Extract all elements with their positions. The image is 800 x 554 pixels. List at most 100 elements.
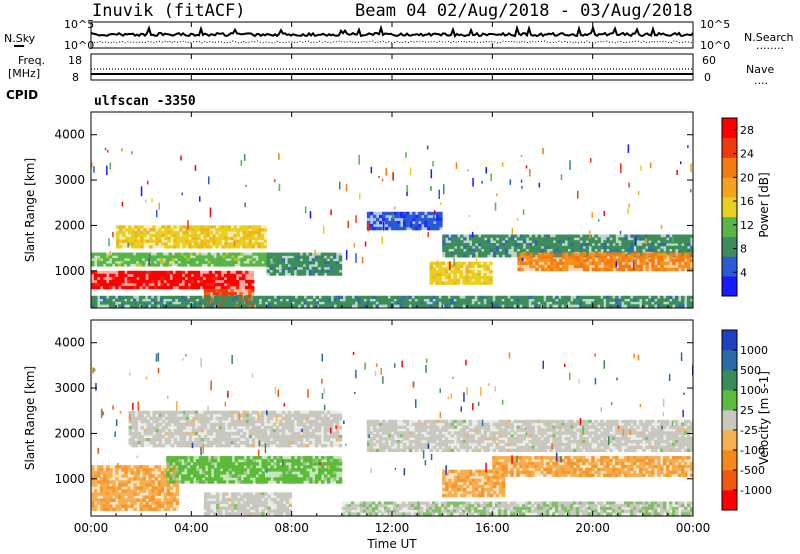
- power-cell: [672, 261, 676, 266]
- power-cell: [206, 301, 211, 305]
- velocity-cell: [242, 413, 247, 418]
- power-cell: [603, 264, 608, 269]
- power-cell: [137, 228, 141, 232]
- power-cell: [109, 301, 113, 305]
- velocity-cell: [100, 498, 104, 502]
- power-cell: [690, 254, 694, 258]
- power-cell: [329, 261, 334, 265]
- power-cell: [248, 298, 252, 302]
- power-cell: [415, 226, 419, 231]
- velocity-cell: [103, 486, 107, 490]
- velocity-cell: [187, 477, 191, 481]
- velocity-cell: [243, 468, 247, 472]
- power-cell: [299, 269, 304, 273]
- power-cell: [239, 228, 243, 232]
- power-cell: [232, 282, 237, 287]
- power-cell: [403, 211, 407, 216]
- power-cell: [263, 228, 267, 232]
- power-cell: [465, 278, 469, 282]
- velocity-cell: [318, 468, 322, 472]
- velocity-cell: [251, 419, 256, 424]
- power-cell: [197, 245, 201, 249]
- power-cell: [471, 261, 475, 265]
- power-cell: [645, 255, 649, 260]
- power-cell: [168, 252, 172, 256]
- power-cell: [402, 298, 406, 302]
- power-cell: [544, 258, 548, 263]
- power-cell: [140, 233, 144, 238]
- power-cell: [166, 273, 170, 278]
- velocity-cell: [219, 477, 224, 481]
- velocity-cell: [106, 486, 110, 490]
- power-cell: [275, 261, 279, 265]
- power-cell: [570, 240, 574, 244]
- velocity-cell: [196, 474, 200, 478]
- power-cell: [149, 239, 153, 243]
- velocity-cell: [142, 498, 146, 502]
- velocity-cell: [224, 434, 229, 439]
- power-cell: [531, 237, 536, 241]
- power-cell: [465, 273, 469, 277]
- power-cell: [309, 301, 313, 305]
- velocity-cell: [236, 431, 241, 436]
- power-cell: [564, 234, 568, 238]
- velocity-cell: [130, 504, 134, 508]
- power-cell: [405, 295, 409, 299]
- velocity-cell: [175, 468, 179, 472]
- power-cell: [189, 298, 194, 302]
- power-cell: [480, 298, 484, 302]
- power-cell: [456, 301, 460, 305]
- power-cell: [501, 237, 506, 241]
- power-cell: [456, 270, 460, 274]
- velocity-cell: [178, 465, 182, 469]
- power-cell: [520, 261, 524, 266]
- velocity-cell: [155, 434, 160, 439]
- velocity-cell: [184, 477, 188, 481]
- power-cell: [190, 279, 194, 284]
- power-cell: [168, 255, 172, 259]
- velocity-cell: [209, 444, 214, 448]
- power-cell: [288, 295, 293, 299]
- power-cell: [423, 304, 427, 308]
- velocity-cell: [312, 468, 316, 472]
- velocity-cell: [269, 425, 274, 430]
- power-cell: [357, 295, 361, 299]
- power-cell: [198, 304, 203, 308]
- power-cell: [675, 295, 679, 299]
- power-cell: [609, 240, 613, 244]
- power-cell: [417, 304, 421, 308]
- power-cell: [609, 295, 613, 299]
- power-cell: [228, 252, 232, 256]
- power-cell: [630, 234, 634, 238]
- velocity-cell: [166, 480, 171, 484]
- power-cell: [266, 261, 270, 265]
- velocity-cell: [154, 498, 158, 502]
- power-cell: [120, 258, 125, 262]
- power-cell: [528, 243, 533, 247]
- velocity-cell: [134, 444, 138, 448]
- power-cell: [447, 281, 451, 285]
- power-cell: [678, 237, 682, 241]
- power-cell: [138, 301, 143, 305]
- power-cell: [329, 252, 334, 256]
- power-cell: [474, 273, 478, 277]
- power-cell: [690, 267, 694, 272]
- power-cell: [213, 298, 218, 302]
- power-cell: [417, 301, 421, 305]
- power-cell: [323, 261, 328, 265]
- power-cell: [438, 281, 442, 285]
- velocity-cell: [315, 462, 319, 466]
- power-cell: [336, 304, 340, 308]
- velocity-cell: [185, 410, 190, 415]
- velocity-cell: [163, 468, 168, 472]
- velocity-cell: [266, 434, 271, 439]
- power-cell: [406, 223, 410, 228]
- power-cell: [260, 245, 264, 249]
- power-cell: [240, 301, 245, 305]
- velocity-cell: [284, 444, 289, 448]
- power-cell: [555, 243, 559, 247]
- velocity-cell: [166, 486, 171, 490]
- velocity-cell: [139, 477, 143, 481]
- power-cell: [240, 258, 244, 262]
- power-cell: [576, 261, 581, 266]
